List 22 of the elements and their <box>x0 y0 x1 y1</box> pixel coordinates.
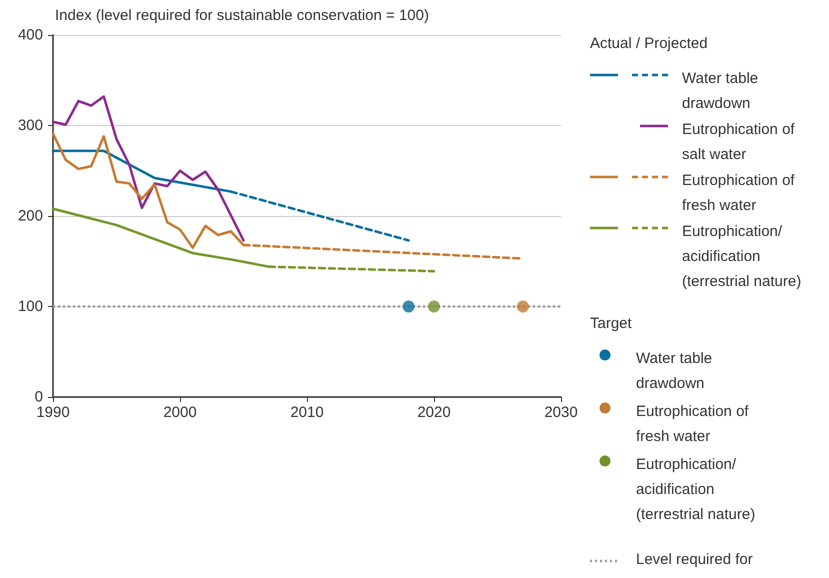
legend-label: Eutrophication/ acidification (terrestrial nature) <box>636 456 756 523</box>
legend-label: Eutrophication of salt water <box>682 121 799 163</box>
y-tick-label: 100 <box>18 298 43 315</box>
legend-label: Eutrophication/ acidification (terrestrial nature) <box>682 223 802 290</box>
legend-label: Water table drawdown <box>636 350 716 392</box>
x-tick-label: 1990 <box>36 404 70 421</box>
y-tick-label: 300 <box>18 117 43 134</box>
legend-label: Water table drawdown <box>682 70 762 112</box>
y-tick-label: 400 <box>18 26 43 44</box>
x-tick-label: 2020 <box>417 404 451 421</box>
x-tick-label: 2010 <box>290 404 324 421</box>
legend-label: Level required for <box>636 551 753 568</box>
y-tick-label: 0 <box>34 388 43 406</box>
text: Target <box>590 315 633 332</box>
x-tick-label: 2000 <box>163 404 197 421</box>
legend-label: Eutrophication of fresh water <box>636 403 753 445</box>
y-axis-title: Index (level required for sustainable conservation = 100) <box>55 7 429 24</box>
x-tick-label: 2030 <box>544 404 578 421</box>
y-tick-label: 200 <box>18 208 43 224</box>
legend-label: Eutrophication of fresh water <box>682 172 799 214</box>
legend-title: Actual / Projected <box>590 35 708 52</box>
line-series <box>52 95 245 242</box>
